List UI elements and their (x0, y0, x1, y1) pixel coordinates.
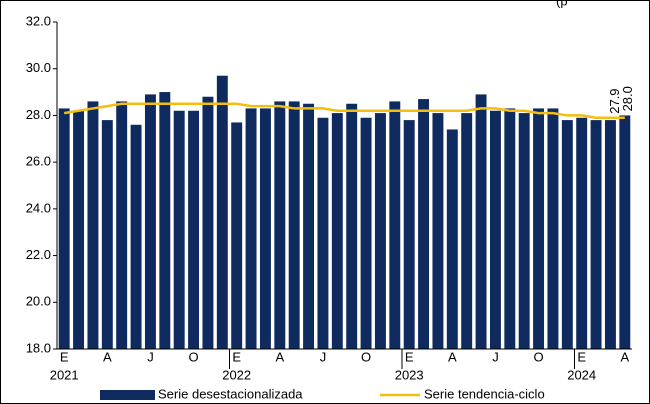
x-tick-label: E (232, 349, 241, 364)
bar (303, 103, 315, 349)
bar (533, 108, 545, 350)
bar (403, 120, 415, 349)
legend-label: Serie tendencia-ciclo (424, 386, 545, 401)
bar (547, 108, 559, 350)
bar (489, 110, 501, 349)
bar (619, 115, 631, 349)
trend-line (63, 102, 625, 120)
bar (576, 117, 588, 349)
bar (173, 110, 185, 349)
bar (389, 101, 401, 350)
bar (374, 113, 386, 349)
y-tick-label: 26.0 (26, 154, 51, 169)
bar (101, 120, 113, 349)
bar (130, 124, 142, 350)
x-tick-label: O (534, 349, 544, 364)
y-tick-label: 28.0 (26, 107, 51, 122)
bar (73, 110, 85, 349)
bar (360, 117, 372, 349)
x-tick-label: A (275, 349, 284, 364)
y-tick-label: 32.0 (26, 13, 51, 28)
x-tick-label: O (189, 349, 199, 364)
bar (288, 101, 300, 350)
x-tick-label: A (448, 349, 457, 364)
bar (518, 113, 530, 349)
x-tick-label: E (60, 349, 69, 364)
bar (202, 96, 214, 349)
bar (461, 113, 473, 349)
year-label: 2024 (567, 367, 596, 382)
x-tick-label: J (320, 349, 327, 364)
bar (446, 129, 458, 349)
bar (331, 113, 343, 349)
x-tick-label: A (103, 349, 112, 364)
bar (58, 108, 70, 350)
bar (346, 103, 358, 349)
bar (432, 113, 444, 349)
legend-label: Serie desestacionalizada (158, 386, 303, 401)
annotation: (p (556, 0, 568, 8)
bar (144, 94, 156, 350)
y-tick-label: 18.0 (26, 340, 51, 355)
year-label: 2023 (395, 367, 424, 382)
bar (274, 101, 286, 350)
bar (475, 94, 487, 350)
bar (504, 108, 516, 350)
x-tick-label: J (147, 349, 154, 364)
x-tick-label: E (577, 349, 586, 364)
bar (116, 101, 128, 350)
bar (561, 120, 573, 349)
year-label: 2021 (50, 367, 79, 382)
bar (87, 101, 99, 350)
bar (216, 75, 228, 349)
x-tick-label: O (361, 349, 371, 364)
y-tick-label: 20.0 (26, 294, 51, 309)
bar (418, 99, 430, 349)
x-tick-label: E (405, 349, 414, 364)
legend-swatch (100, 390, 155, 400)
bar (590, 120, 602, 349)
x-tick-label: A (620, 349, 629, 364)
data-label: 27.9 (607, 88, 622, 113)
data-label: 28.0 (620, 86, 635, 111)
bar (245, 108, 257, 350)
bar (188, 110, 200, 349)
bar (231, 122, 243, 349)
bar (159, 92, 171, 350)
year-label: 2022 (222, 367, 251, 382)
y-tick-label: 22.0 (26, 247, 51, 262)
y-tick-label: 30.0 (26, 60, 51, 75)
bar (317, 117, 329, 349)
bar (604, 120, 616, 349)
x-tick-label: J (492, 349, 499, 364)
bar (259, 108, 271, 350)
y-tick-label: 24.0 (26, 200, 51, 215)
